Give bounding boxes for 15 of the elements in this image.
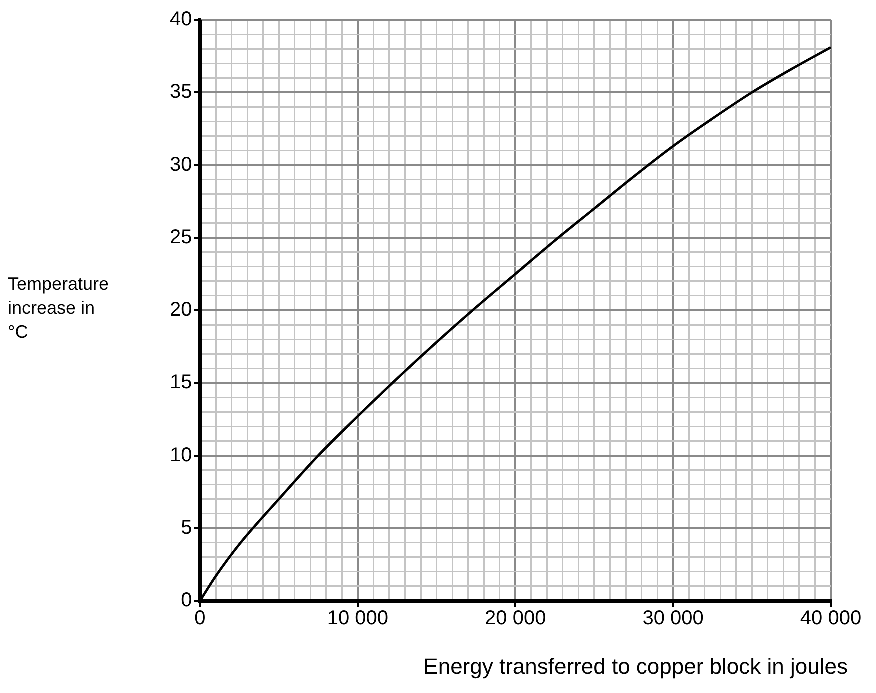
x-tick-label: 10 000 <box>327 608 389 630</box>
y-tick-label: 35 <box>170 81 192 104</box>
y-axis-title: Temperature increase in °C <box>8 273 110 344</box>
y-tick-label: 0 <box>181 590 192 612</box>
y-tick-label: 15 <box>170 372 192 394</box>
x-tick-label: 40 000 <box>800 608 862 630</box>
x-tick-label: 20 000 <box>485 608 546 630</box>
y-tick-label: 10 <box>170 444 192 466</box>
y-tick-label: 30 <box>170 154 192 176</box>
x-axis-title: Energy transferred to copper block in joules <box>424 654 848 680</box>
x-tick-label: 30 000 <box>642 608 704 630</box>
y-tick-label: 25 <box>170 226 192 248</box>
y-tick-label: 20 <box>170 299 192 322</box>
y-tick-label: 40 <box>170 8 192 31</box>
y-tick-label: 5 <box>181 516 192 539</box>
